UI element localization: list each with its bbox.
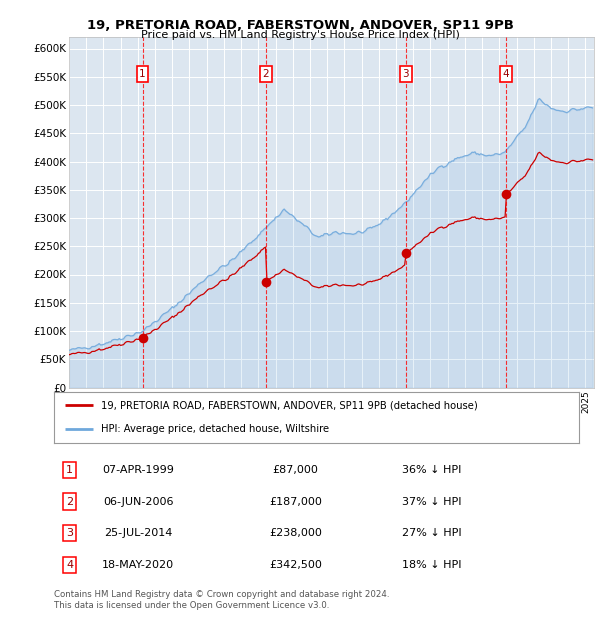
Text: HPI: Average price, detached house, Wiltshire: HPI: Average price, detached house, Wilt… xyxy=(101,424,329,434)
Text: 06-JUN-2006: 06-JUN-2006 xyxy=(103,497,173,507)
Text: £87,000: £87,000 xyxy=(272,465,319,475)
Text: £238,000: £238,000 xyxy=(269,528,322,538)
Text: 4: 4 xyxy=(66,560,73,570)
Text: 37% ↓ HPI: 37% ↓ HPI xyxy=(402,497,462,507)
Text: 3: 3 xyxy=(403,69,409,79)
Text: 27% ↓ HPI: 27% ↓ HPI xyxy=(402,528,462,538)
Text: 2: 2 xyxy=(262,69,269,79)
Text: 07-APR-1999: 07-APR-1999 xyxy=(102,465,174,475)
Text: £187,000: £187,000 xyxy=(269,497,322,507)
Text: 1: 1 xyxy=(139,69,146,79)
Text: 25-JUL-2014: 25-JUL-2014 xyxy=(104,528,172,538)
Text: 2: 2 xyxy=(66,497,73,507)
Text: 19, PRETORIA ROAD, FABERSTOWN, ANDOVER, SP11 9PB: 19, PRETORIA ROAD, FABERSTOWN, ANDOVER, … xyxy=(86,19,514,32)
Text: Price paid vs. HM Land Registry's House Price Index (HPI): Price paid vs. HM Land Registry's House … xyxy=(140,30,460,40)
Text: 18-MAY-2020: 18-MAY-2020 xyxy=(102,560,174,570)
Text: 36% ↓ HPI: 36% ↓ HPI xyxy=(403,465,461,475)
Text: 1: 1 xyxy=(66,465,73,475)
Text: Contains HM Land Registry data © Crown copyright and database right 2024.
This d: Contains HM Land Registry data © Crown c… xyxy=(54,590,389,609)
Text: 4: 4 xyxy=(503,69,509,79)
Text: 19, PRETORIA ROAD, FABERSTOWN, ANDOVER, SP11 9PB (detached house): 19, PRETORIA ROAD, FABERSTOWN, ANDOVER, … xyxy=(101,400,478,410)
Text: 3: 3 xyxy=(66,528,73,538)
Text: 18% ↓ HPI: 18% ↓ HPI xyxy=(402,560,462,570)
Text: £342,500: £342,500 xyxy=(269,560,322,570)
